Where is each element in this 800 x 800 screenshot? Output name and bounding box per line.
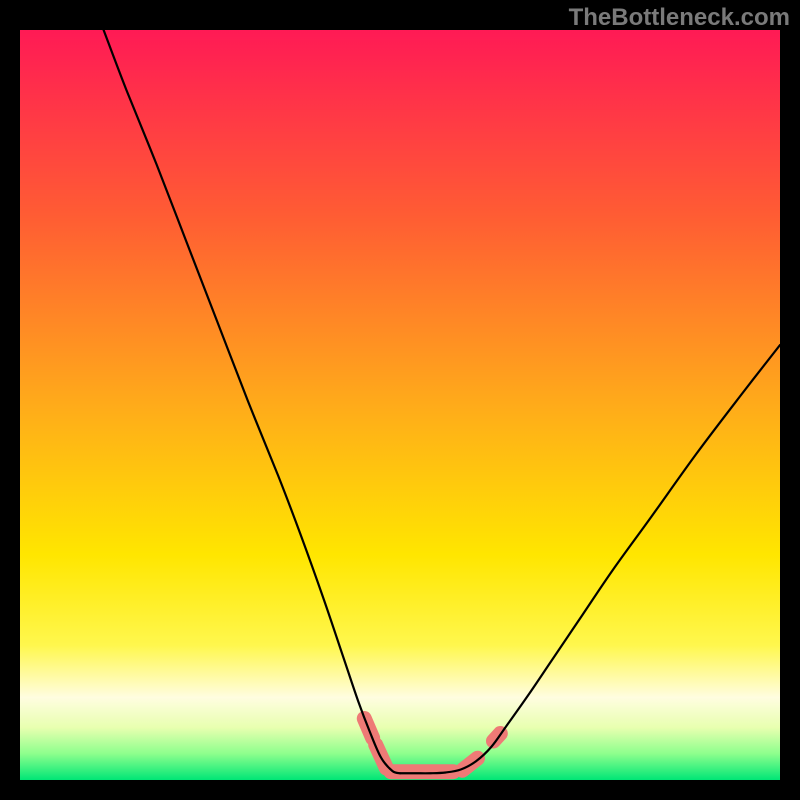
chart-svg: [0, 0, 800, 800]
chart-frame: TheBottleneck.com: [0, 0, 800, 800]
watermark-text: TheBottleneck.com: [569, 4, 790, 32]
plot-background: [20, 30, 780, 780]
